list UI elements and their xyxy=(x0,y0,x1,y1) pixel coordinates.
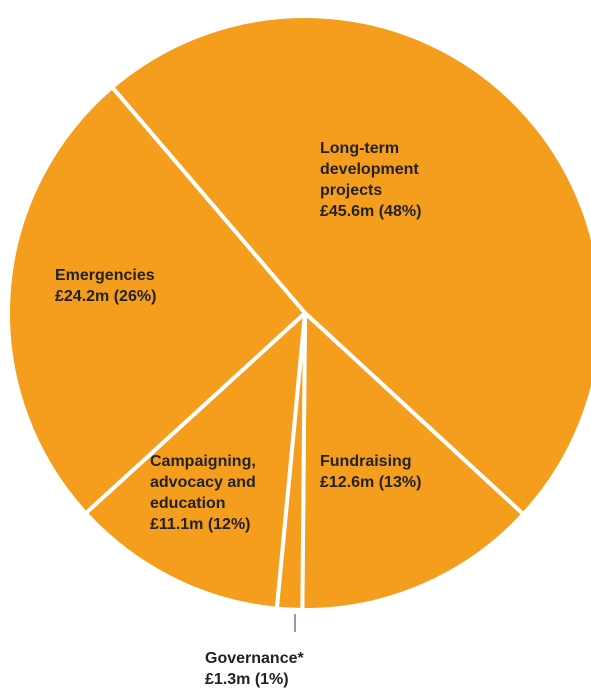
category-name: Campaigning, advocacy and education xyxy=(150,453,256,512)
pie-slice xyxy=(6,85,307,516)
pie-slice xyxy=(83,311,307,611)
value-label: £1.3m (1%) xyxy=(205,671,289,688)
value-label: £24.2m (26%) xyxy=(55,288,157,305)
pie-slice xyxy=(300,311,526,612)
value-label: £11.1m (12%) xyxy=(150,516,251,533)
category-name: Long-term development projects xyxy=(320,140,419,199)
slice-label: Campaigning, advocacy and education £11.1… xyxy=(150,451,290,535)
value-label: £12.6m (13%) xyxy=(320,474,422,491)
value-label: £45.6m (48%) xyxy=(320,203,422,220)
category-name: Emergencies xyxy=(55,267,155,284)
slice-label: Emergencies £24.2m (26%) xyxy=(55,265,235,307)
pie-slice xyxy=(110,14,591,517)
category-name: Fundraising xyxy=(320,453,412,470)
category-name: Governance* xyxy=(205,650,304,667)
slice-label: Long-term development projects £45.6m (48… xyxy=(320,138,470,222)
slice-label: Governance* £1.3m (1%) xyxy=(205,648,355,690)
slice-label: Fundraising £12.6m (13%) xyxy=(320,451,470,493)
